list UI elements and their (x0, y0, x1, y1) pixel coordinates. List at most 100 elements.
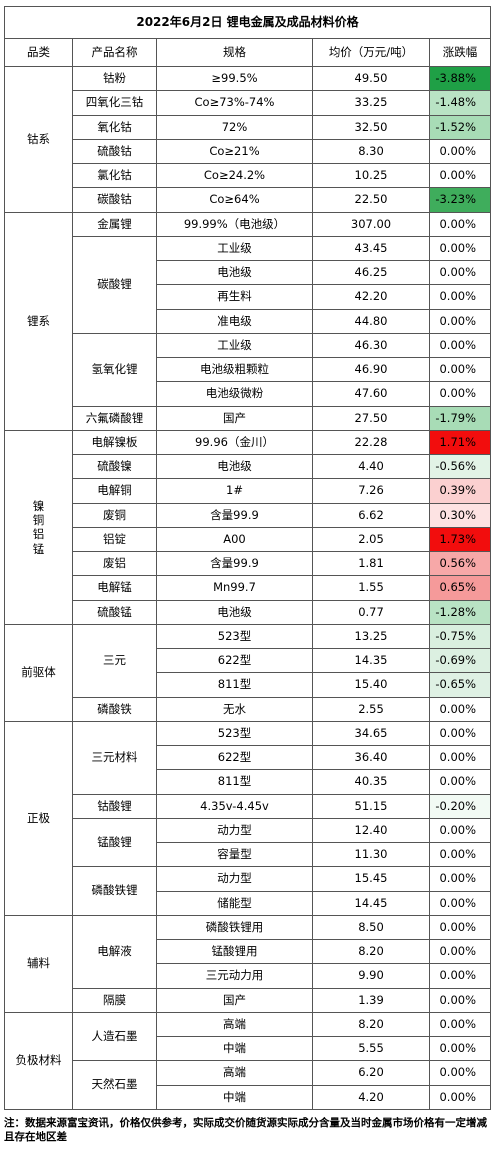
price-cell: 5.55 (312, 1035, 430, 1062)
product-name-cell: 三元材料 (72, 720, 157, 795)
change-cell: 0.00% (428, 332, 492, 359)
category-cell: 正极 (4, 720, 73, 916)
price-cell: 43.45 (312, 235, 430, 262)
spec-cell: 电池级 (156, 259, 313, 286)
spec-cell: 4.35v-4.45v (156, 793, 313, 819)
spec-cell: 中端 (156, 1035, 313, 1062)
price-cell: 22.28 (312, 429, 430, 456)
price-cell: 47.60 (312, 381, 430, 407)
title-row: 2022年6月2日 锂电金属及成品材料价格 (3, 6, 492, 39)
table-row: 辅料 电解液 磷酸铁锂用 8.50 0.00% (4, 914, 492, 1013)
product-name-cell: 磷酸铁锂 (72, 866, 157, 916)
table-row: 准电级 44.80 0.00% (5, 308, 492, 334)
change-cell: 0.30% (428, 502, 492, 528)
price-cell: 8.20 (312, 938, 430, 965)
product-name-cell: 硫酸锰 (72, 599, 157, 625)
spec-cell: 99.99%（电池级） (156, 211, 313, 237)
table-row: 电池级微粉 47.60 0.00% (5, 381, 492, 407)
price-cell: 46.25 (312, 259, 430, 286)
table-row: 正极 三元材料 523型 34.65 0.00% (4, 720, 492, 916)
change-cell: 0.00% (428, 938, 492, 965)
change-cell: -0.69% (428, 647, 492, 674)
table-row: 镍铜铝锰 电解镍板 99.96（金川） 22.28 1.71% (4, 429, 492, 625)
table-row: 氯化钴 Co≥24.2% 10.25 0.00% (5, 162, 492, 189)
product-name-cell: 废铜 (72, 502, 157, 528)
spec-cell: 储能型 (156, 890, 313, 916)
table-row: 负极材料 人造石墨 高端 8.20 0.00% (4, 1011, 492, 1110)
table-row: 碳酸钴 Co≥64% 22.50 -3.23% (5, 187, 492, 213)
product-name-cell: 铝锭 (72, 526, 157, 553)
change-cell: 0.00% (428, 138, 492, 165)
price-cell: 1.39 (312, 987, 430, 1013)
header-row: 品类 产品名称 规格 均价（万元/吨） 涨跌幅 (4, 38, 492, 67)
spec-cell: 磷酸铁锂用 (156, 914, 313, 941)
product-name-cell: 天然石墨 (72, 1060, 157, 1110)
price-cell: 22.50 (312, 187, 430, 213)
spec-cell: 容量型 (156, 841, 313, 868)
table-row: 六氟磷酸锂 国产 27.50 -1.79% (5, 405, 492, 431)
price-cell: 0.77 (312, 599, 430, 625)
price-cell: 4.40 (312, 453, 430, 480)
product-name-cell: 隔膜 (72, 987, 157, 1013)
table-row: 氧化钴 72% 32.50 -1.52% (5, 114, 492, 140)
price-cell: 1.81 (312, 550, 430, 577)
table-row: 钴酸锂 4.35v-4.45v 51.15 -0.20% (5, 793, 492, 819)
table-row: 再生料 42.20 0.00% (5, 284, 492, 310)
change-cell: 0.65% (428, 575, 492, 601)
table-row: 硫酸镍 电池级 4.40 -0.56% (5, 453, 492, 480)
table-row: 天然石墨 高端 6.20 0.00% (5, 1060, 492, 1110)
spec-cell: ≥99.5% (156, 65, 313, 92)
spec-cell: 中端 (156, 1084, 313, 1110)
category-cell: 锂系 (4, 211, 73, 431)
spec-cell: 622型 (156, 647, 313, 674)
spec-cell: 无水 (156, 696, 313, 722)
change-cell: 0.00% (428, 284, 492, 310)
change-cell: -1.48% (428, 90, 492, 116)
category-cell: 辅料 (4, 914, 73, 1013)
table-row: 钴系 钴粉 ≥99.5% 49.50 -3.88% (4, 65, 492, 213)
spec-cell: 电池级微粉 (156, 381, 313, 407)
table-row: 三元动力用 9.90 0.00% (5, 963, 492, 989)
spec-cell: 高端 (156, 1060, 313, 1086)
spec-cell: 工业级 (156, 332, 313, 359)
change-cell: 0.00% (428, 720, 492, 747)
change-cell: 0.00% (428, 696, 492, 722)
change-cell: 0.00% (428, 259, 492, 286)
change-cell: -0.56% (428, 453, 492, 480)
spec-cell: 523型 (156, 720, 313, 747)
product-name-cell: 六氟磷酸锂 (72, 405, 157, 431)
table-row: 电解锰 Mn99.7 1.55 0.65% (5, 575, 492, 601)
price-cell: 2.05 (312, 526, 430, 553)
price-cell: 14.35 (312, 647, 430, 674)
product-name-cell: 四氧化三钴 (72, 90, 157, 116)
table-row: 废铜 含量99.9 6.62 0.30% (5, 502, 492, 528)
price-cell: 33.25 (312, 90, 430, 116)
change-cell: -1.28% (428, 599, 492, 625)
header-category: 品类 (4, 38, 73, 67)
change-cell: -1.79% (428, 405, 492, 431)
spec-cell: 1# (156, 478, 313, 504)
change-cell: -0.20% (428, 793, 492, 819)
price-cell: 2.55 (312, 696, 430, 722)
spec-cell: 523型 (156, 623, 313, 650)
price-cell: 44.80 (312, 308, 430, 334)
spec-cell: 国产 (156, 405, 313, 431)
change-cell: 1.73% (428, 526, 492, 553)
product-name-cell: 磷酸铁 (72, 696, 157, 722)
price-cell: 15.45 (312, 866, 430, 892)
spec-cell: 高端 (156, 1011, 313, 1038)
table-row: 锰酸锂用 8.20 0.00% (5, 938, 492, 965)
spec-cell: 准电级 (156, 308, 313, 334)
table-row: 811型 40.35 0.00% (5, 769, 492, 795)
change-cell: 0.00% (428, 963, 492, 989)
change-cell: 0.00% (428, 769, 492, 795)
spec-cell: 99.96（金川） (156, 429, 313, 456)
spec-cell: 动力型 (156, 817, 313, 844)
price-table: 2022年6月2日 锂电金属及成品材料价格 品类 产品名称 规格 均价（万元/吨… (3, 6, 492, 1110)
spec-cell: 含量99.9 (156, 550, 313, 577)
header-change: 涨跌幅 (428, 38, 492, 67)
change-cell: 0.56% (428, 550, 492, 577)
price-cell: 14.45 (312, 890, 430, 916)
category-cell: 负极材料 (4, 1011, 73, 1110)
table-row: 磷酸铁 无水 2.55 0.00% (5, 696, 492, 722)
